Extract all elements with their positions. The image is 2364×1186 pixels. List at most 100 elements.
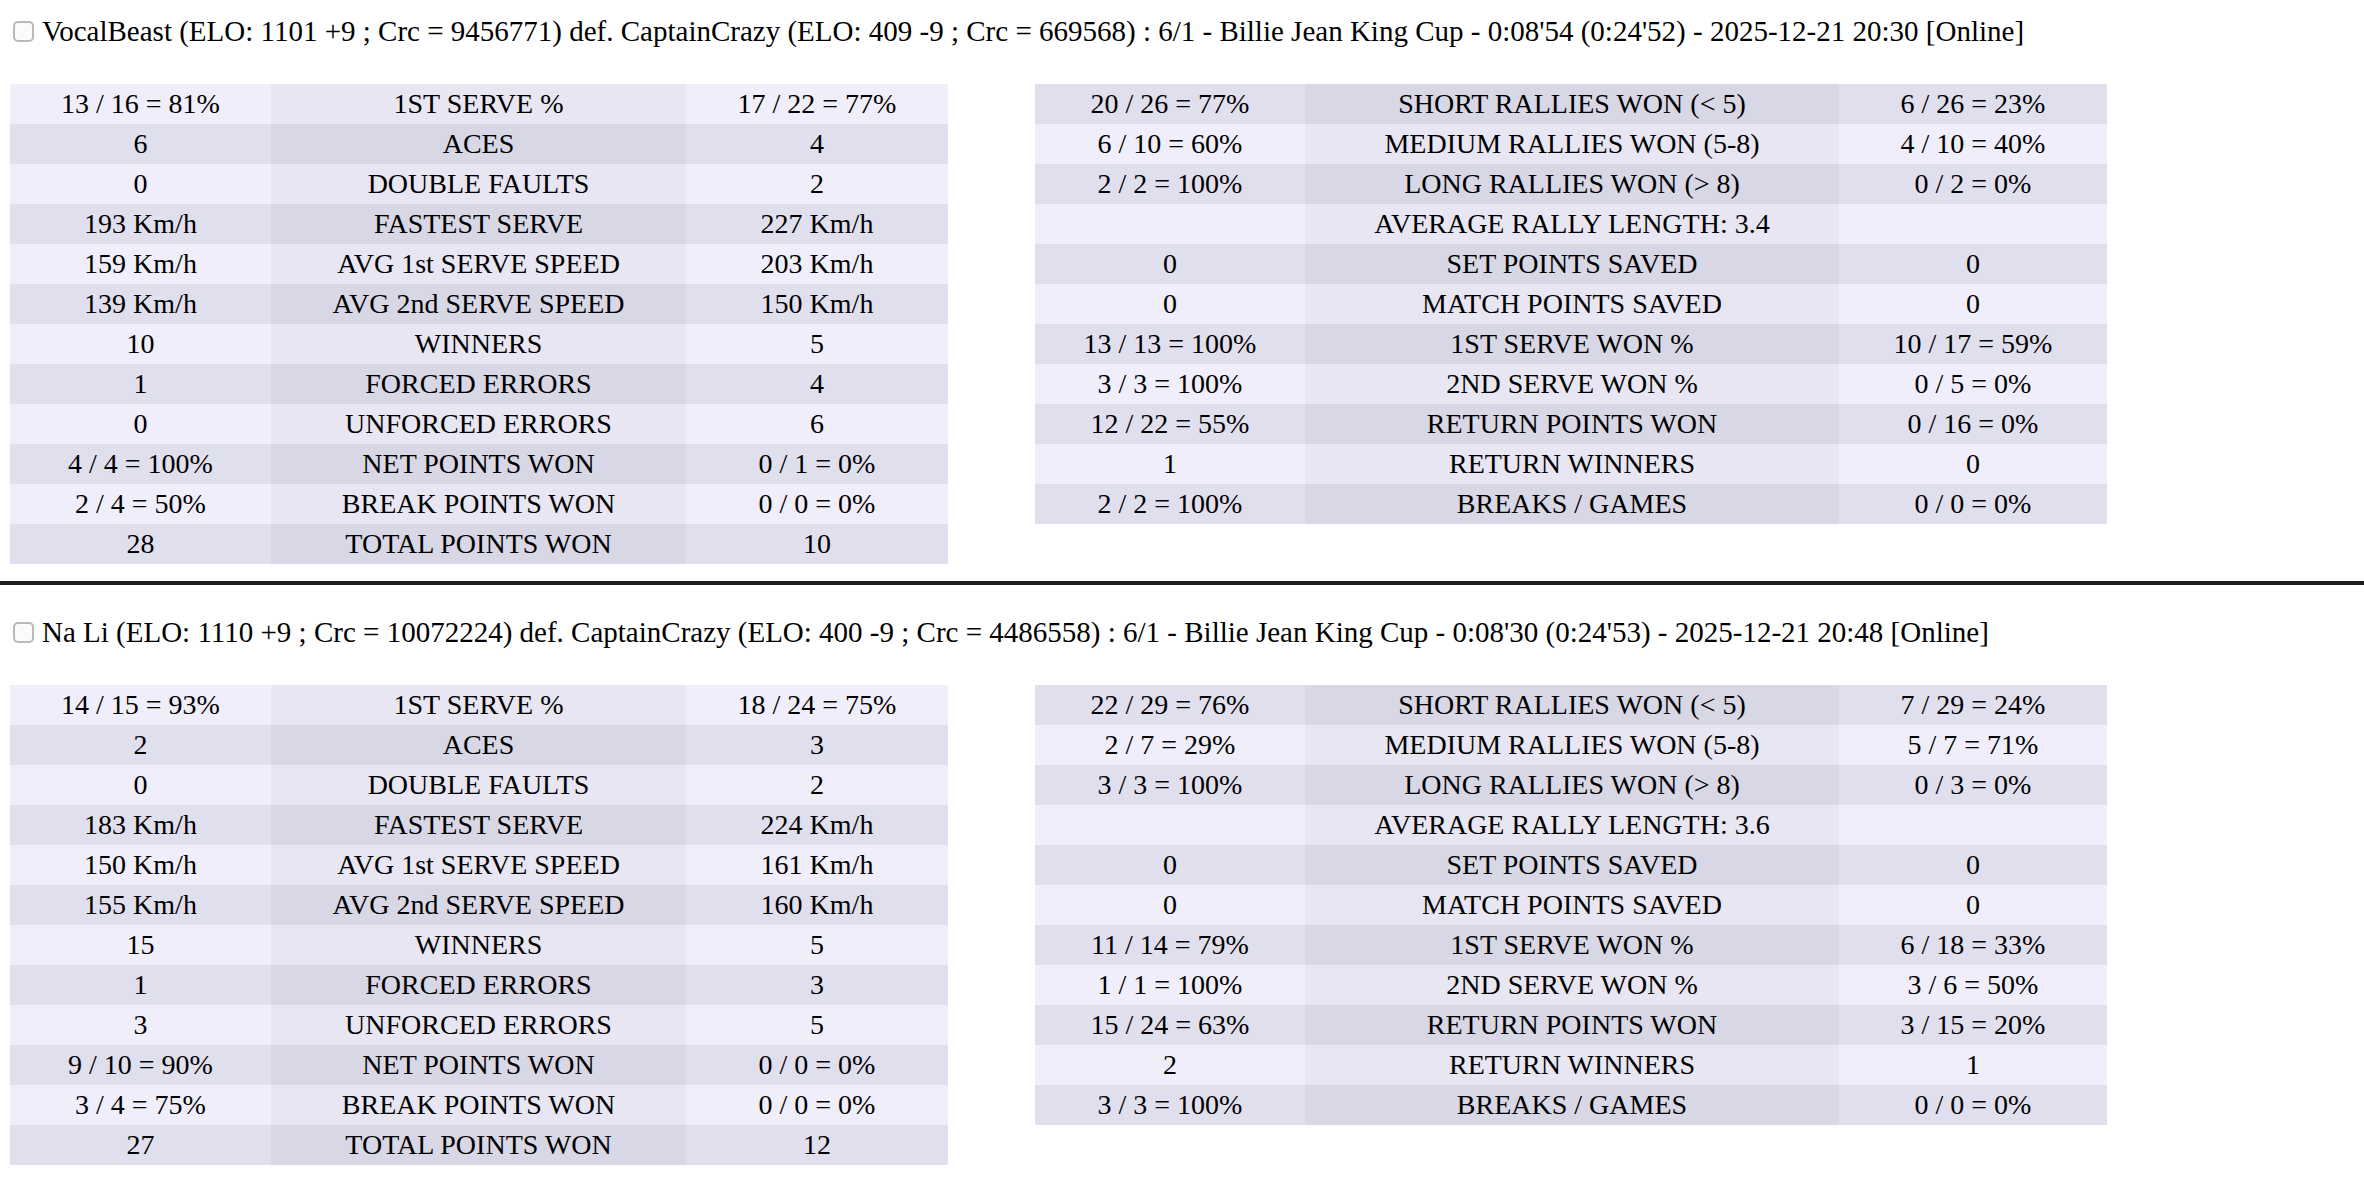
player1-value: 14 / 15 = 93%	[10, 685, 271, 725]
player2-value: 0	[1839, 284, 2107, 324]
player2-value: 5	[686, 1005, 948, 1045]
player1-value: 3 / 4 = 75%	[10, 1085, 271, 1125]
player2-value: 5	[686, 324, 948, 364]
stat-label: 1ST SERVE %	[271, 685, 686, 725]
stat-label: WINNERS	[271, 324, 686, 364]
player2-value: 0 / 0 = 0%	[686, 1085, 948, 1125]
player2-value: 227 Km/h	[686, 204, 948, 244]
stat-row: 13 / 13 = 100%1ST SERVE WON %10 / 17 = 5…	[1035, 324, 2107, 364]
player1-value: 2 / 2 = 100%	[1035, 164, 1305, 204]
player1-value: 183 Km/h	[10, 805, 271, 845]
stat-row: 0SET POINTS SAVED0	[1035, 244, 2107, 284]
stat-row: 6ACES4	[10, 124, 948, 164]
stat-label: BREAKS / GAMES	[1305, 1085, 1839, 1125]
rally-stats-table: 20 / 26 = 77%SHORT RALLIES WON (< 5)6 / …	[1035, 84, 2107, 524]
stat-label: SHORT RALLIES WON (< 5)	[1305, 84, 1839, 124]
stat-label: TOTAL POINTS WON	[271, 524, 686, 564]
player2-value: 3	[686, 965, 948, 1005]
player2-value: 5	[686, 925, 948, 965]
stat-row: 2 / 2 = 100%LONG RALLIES WON (> 8)0 / 2 …	[1035, 164, 2107, 204]
player2-value: 18 / 24 = 75%	[686, 685, 948, 725]
player1-value: 10	[10, 324, 271, 364]
stat-label: BREAK POINTS WON	[271, 484, 686, 524]
stat-label: RETURN POINTS WON	[1305, 404, 1839, 444]
player1-value: 193 Km/h	[10, 204, 271, 244]
stat-row: 2 / 4 = 50%BREAK POINTS WON0 / 0 = 0%	[10, 484, 948, 524]
player2-value: 224 Km/h	[686, 805, 948, 845]
stat-label: UNFORCED ERRORS	[271, 1005, 686, 1045]
player1-value: 9 / 10 = 90%	[10, 1045, 271, 1085]
stat-row: 1RETURN WINNERS0	[1035, 444, 2107, 484]
stat-row: 15 / 24 = 63%RETURN POINTS WON3 / 15 = 2…	[1035, 1005, 2107, 1045]
player1-value: 27	[10, 1125, 271, 1165]
player2-value: 5 / 7 = 71%	[1839, 725, 2107, 765]
stat-row: 0SET POINTS SAVED0	[1035, 845, 2107, 885]
stat-row: 11 / 14 = 79%1ST SERVE WON %6 / 18 = 33%	[1035, 925, 2107, 965]
player2-value: 0	[1839, 444, 2107, 484]
player1-value: 1	[10, 364, 271, 404]
stat-label: BREAK POINTS WON	[271, 1085, 686, 1125]
player1-value: 2	[1035, 1045, 1305, 1085]
match-results-list: VocalBeast (ELO: 1101 +9 ; Crc = 9456771…	[0, 0, 2364, 1165]
player2-value: 0 / 1 = 0%	[686, 444, 948, 484]
stat-label: NET POINTS WON	[271, 1045, 686, 1085]
stat-label: 1ST SERVE %	[271, 84, 686, 124]
stat-label: DOUBLE FAULTS	[271, 765, 686, 805]
player2-value: 150 Km/h	[686, 284, 948, 324]
stat-row: 15WINNERS5	[10, 925, 948, 965]
stat-label: MATCH POINTS SAVED	[1305, 284, 1839, 324]
stat-label: LONG RALLIES WON (> 8)	[1305, 164, 1839, 204]
match-header-text: VocalBeast (ELO: 1101 +9 ; Crc = 9456771…	[42, 14, 2024, 48]
player2-value: 0 / 16 = 0%	[1839, 404, 2107, 444]
stat-row: 3 / 3 = 100%BREAKS / GAMES0 / 0 = 0%	[1035, 1085, 2107, 1125]
player2-value: 7 / 29 = 24%	[1839, 685, 2107, 725]
serve-stats-table: 13 / 16 = 81%1ST SERVE %17 / 22 = 77%6AC…	[10, 84, 948, 564]
player1-value: 2 / 4 = 50%	[10, 484, 271, 524]
player1-value: 0	[10, 765, 271, 805]
stat-row: 3 / 3 = 100%LONG RALLIES WON (> 8)0 / 3 …	[1035, 765, 2107, 805]
stat-row: 155 Km/hAVG 2nd SERVE SPEED160 Km/h	[10, 885, 948, 925]
stat-row: 10WINNERS5	[10, 324, 948, 364]
stat-label: AVERAGE RALLY LENGTH: 3.4	[1305, 204, 1839, 244]
player1-value: 1	[10, 965, 271, 1005]
player2-value: 3 / 15 = 20%	[1839, 1005, 2107, 1045]
player1-value: 0	[1035, 845, 1305, 885]
stat-row: 193 Km/hFASTEST SERVE227 Km/h	[10, 204, 948, 244]
player2-value: 0	[1839, 244, 2107, 284]
player1-value: 3 / 3 = 100%	[1035, 765, 1305, 805]
match-header-text: Na Li (ELO: 1110 +9 ; Crc = 10072224) de…	[42, 615, 1989, 649]
player2-value: 12	[686, 1125, 948, 1165]
player2-value: 0 / 0 = 0%	[686, 484, 948, 524]
stat-row: 9 / 10 = 90%NET POINTS WON0 / 0 = 0%	[10, 1045, 948, 1085]
player1-value: 150 Km/h	[10, 845, 271, 885]
stat-row: 1FORCED ERRORS4	[10, 364, 948, 404]
player2-value: 0 / 0 = 0%	[686, 1045, 948, 1085]
player2-value: 4 / 10 = 40%	[1839, 124, 2107, 164]
stat-row: 1FORCED ERRORS3	[10, 965, 948, 1005]
player1-value: 3	[10, 1005, 271, 1045]
stat-row: 0DOUBLE FAULTS2	[10, 765, 948, 805]
player2-value: 17 / 22 = 77%	[686, 84, 948, 124]
stat-label: MEDIUM RALLIES WON (5-8)	[1305, 124, 1839, 164]
player2-value: 1	[1839, 1045, 2107, 1085]
stat-label: RETURN WINNERS	[1305, 444, 1839, 484]
stat-label: AVERAGE RALLY LENGTH: 3.6	[1305, 805, 1839, 845]
stat-row: 4 / 4 = 100%NET POINTS WON0 / 1 = 0%	[10, 444, 948, 484]
match-select-checkbox[interactable]	[13, 21, 34, 42]
match-section: Na Li (ELO: 1110 +9 ; Crc = 10072224) de…	[0, 585, 2364, 1165]
stat-row: 14 / 15 = 93%1ST SERVE %18 / 24 = 75%	[10, 685, 948, 725]
stat-label: LONG RALLIES WON (> 8)	[1305, 765, 1839, 805]
player1-value: 1 / 1 = 100%	[1035, 965, 1305, 1005]
player2-value: 4	[686, 124, 948, 164]
stat-label: 1ST SERVE WON %	[1305, 925, 1839, 965]
stat-row: 13 / 16 = 81%1ST SERVE %17 / 22 = 77%	[10, 84, 948, 124]
stat-label: SHORT RALLIES WON (< 5)	[1305, 685, 1839, 725]
stat-label: FASTEST SERVE	[271, 204, 686, 244]
player1-value: 2	[10, 725, 271, 765]
stat-label: TOTAL POINTS WON	[271, 1125, 686, 1165]
stat-row: 0MATCH POINTS SAVED0	[1035, 284, 2107, 324]
stat-row: 0MATCH POINTS SAVED0	[1035, 885, 2107, 925]
player1-value: 139 Km/h	[10, 284, 271, 324]
stat-label: ACES	[271, 725, 686, 765]
match-select-checkbox[interactable]	[13, 622, 34, 643]
